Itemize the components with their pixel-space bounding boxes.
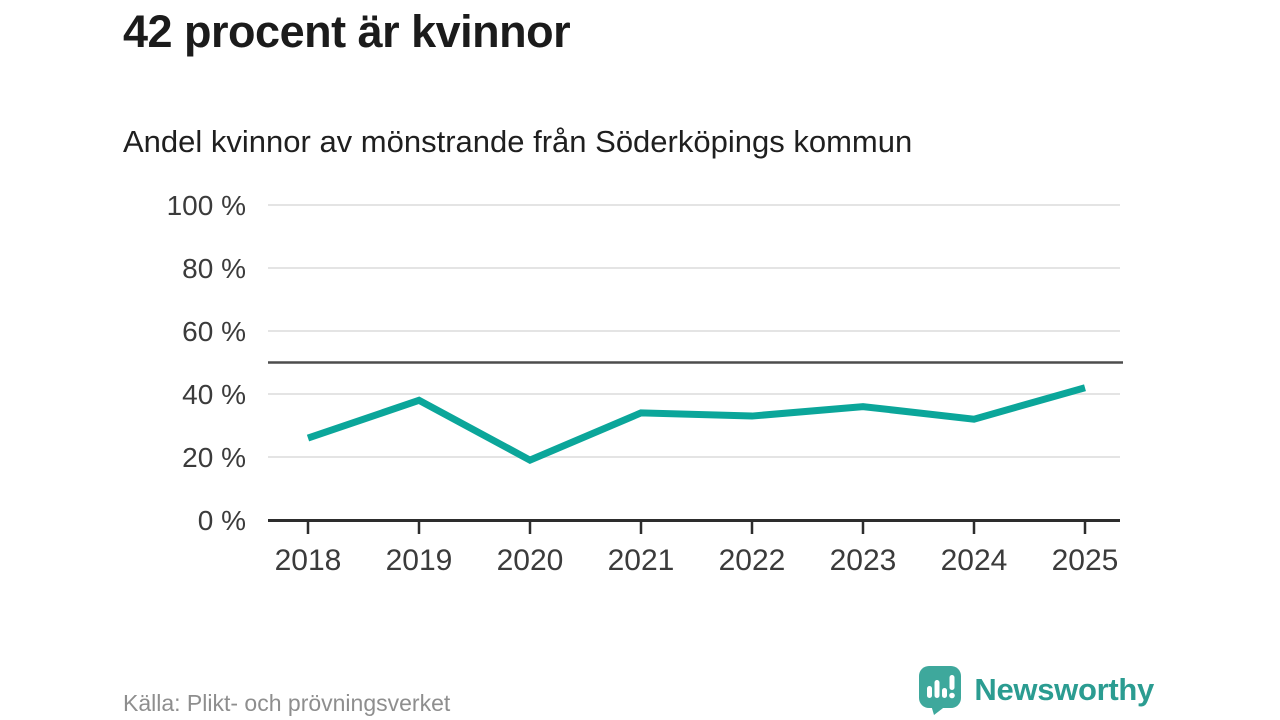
y-tick-label-40: 40 % (182, 379, 246, 410)
bar-small-icon (927, 686, 933, 698)
exclamation-dot-icon (949, 692, 956, 699)
x-tick-label-2025: 2025 (1052, 544, 1119, 577)
x-tick-label-2023: 2023 (830, 544, 897, 577)
x-tick-label-2019: 2019 (386, 544, 453, 577)
brand-name: Newsworthy (974, 672, 1154, 707)
exclamation-bar-icon (949, 675, 955, 690)
chart-subtitle: Andel kvinnor av mönstrande från Söderkö… (123, 124, 913, 159)
brand-logo: Newsworthy (918, 664, 1154, 716)
bar-short-icon (942, 688, 948, 698)
chart-title: 42 procent är kvinnor (123, 6, 571, 57)
x-tick-label-2024: 2024 (941, 544, 1008, 577)
y-tick-label-80: 80 % (182, 253, 246, 284)
x-tick-label-2022: 2022 (719, 544, 786, 577)
x-tick-label-2018: 2018 (275, 544, 342, 577)
bar-tall-icon (934, 680, 940, 698)
x-tick-label-2021: 2021 (608, 544, 675, 577)
bubble-shape (919, 666, 962, 708)
y-tick-label-0: 0 % (198, 505, 246, 536)
x-tick-label-2020: 2020 (497, 544, 564, 577)
newsworthy-bubble-icon (919, 666, 962, 715)
y-tick-label-100: 100 % (167, 190, 246, 221)
y-tick-label-20: 20 % (182, 442, 246, 473)
source-note: Källa: Plikt- och prövningsverket (123, 690, 451, 716)
y-tick-label-60: 60 % (182, 316, 246, 347)
data-line (306, 384, 1086, 465)
bubble-tail (931, 705, 948, 715)
